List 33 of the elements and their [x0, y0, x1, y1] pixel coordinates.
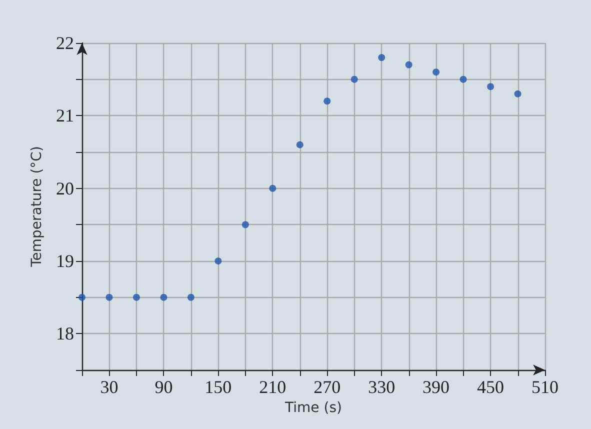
- point: [160, 294, 168, 301]
- point: [514, 90, 522, 98]
- y-tick-label: 21: [56, 106, 74, 126]
- point: [487, 83, 494, 90]
- y-axis-title: Temperature (°C): [29, 146, 45, 268]
- x-tick-label: 270: [314, 377, 341, 397]
- x-tick-label: 510: [532, 377, 558, 397]
- x-tick-label: 390: [422, 377, 450, 397]
- point: [296, 141, 304, 148]
- point: [460, 76, 467, 83]
- point: [324, 98, 331, 105]
- x-tick-label: 210: [259, 377, 286, 397]
- y-tick-label: 22: [56, 33, 74, 53]
- point: [132, 294, 140, 301]
- x-tick-label: 30: [100, 377, 118, 397]
- y-tick-label: 19: [56, 251, 74, 271]
- x-tick-label: 330: [368, 377, 396, 397]
- point: [187, 294, 194, 301]
- point: [405, 61, 412, 68]
- point: [269, 184, 276, 192]
- x-tick-label: 150: [204, 377, 232, 397]
- point: [350, 76, 358, 83]
- y-tick-label: 20: [56, 178, 74, 198]
- point: [242, 221, 249, 228]
- point: [214, 258, 222, 264]
- point: [432, 68, 440, 76]
- point: [106, 294, 113, 301]
- x-tick-label: 450: [477, 377, 504, 397]
- x-tick-label: 90: [154, 377, 173, 397]
- point: [78, 294, 86, 301]
- y-tick-label: 18: [56, 324, 74, 344]
- point: [378, 54, 386, 62]
- x-axis-title: Time (s): [284, 400, 342, 416]
